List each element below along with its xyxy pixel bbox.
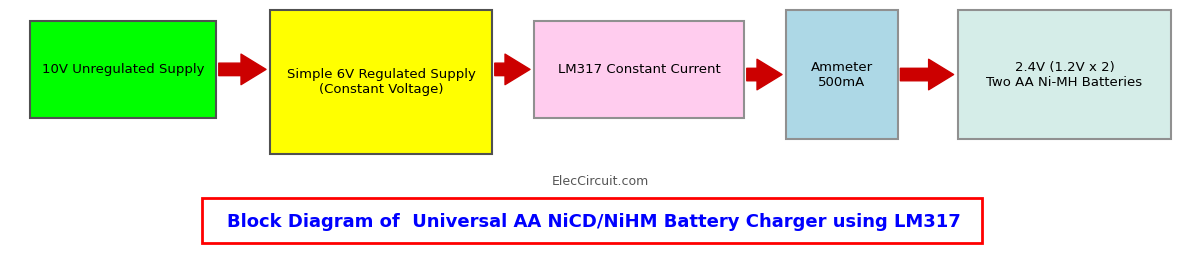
FancyBboxPatch shape — [958, 10, 1171, 139]
FancyBboxPatch shape — [786, 10, 898, 139]
Text: Simple 6V Regulated Supply
(Constant Voltage): Simple 6V Regulated Supply (Constant Vol… — [287, 68, 475, 96]
Text: ElecCircuit.com: ElecCircuit.com — [551, 175, 649, 188]
Text: LM317 Constant Current: LM317 Constant Current — [558, 63, 720, 76]
FancyBboxPatch shape — [534, 21, 744, 118]
FancyBboxPatch shape — [270, 10, 492, 154]
Text: 2.4V (1.2V x 2)
Two AA Ni-MH Batteries: 2.4V (1.2V x 2) Two AA Ni-MH Batteries — [986, 61, 1142, 88]
Text: 10V Unregulated Supply: 10V Unregulated Supply — [42, 63, 204, 76]
Text: Block Diagram of  Universal AA NiCD/NiHM Battery Charger using LM317: Block Diagram of Universal AA NiCD/NiHM … — [227, 213, 961, 231]
FancyBboxPatch shape — [30, 21, 216, 118]
Text: Ammeter
500mA: Ammeter 500mA — [811, 61, 872, 88]
FancyBboxPatch shape — [202, 198, 982, 243]
